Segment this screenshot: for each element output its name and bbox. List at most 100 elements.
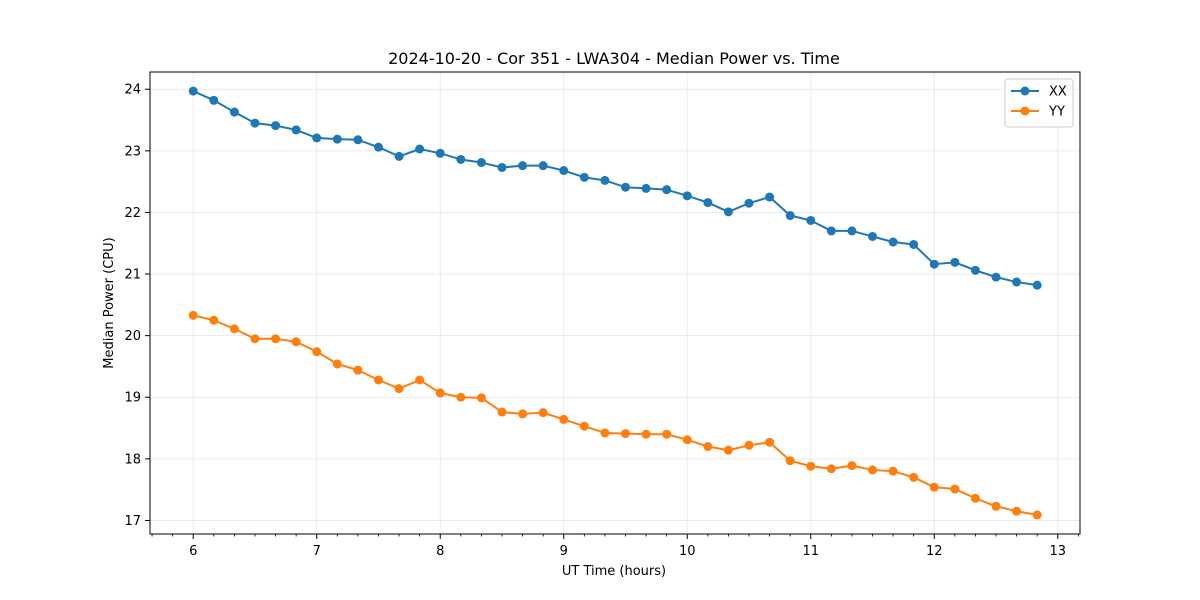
- data-point-xx: [785, 211, 795, 221]
- data-point-xx: [826, 226, 836, 236]
- data-point-yy: [765, 437, 775, 447]
- data-point-yy: [497, 407, 507, 417]
- y-tick-label: 23: [124, 144, 141, 159]
- data-point-yy: [271, 334, 281, 344]
- data-point-yy: [929, 482, 939, 492]
- data-point-yy: [373, 375, 383, 385]
- data-point-xx: [456, 154, 466, 164]
- data-point-yy: [662, 429, 672, 439]
- data-point-xx: [1012, 277, 1022, 287]
- legend-label-xx: XX: [1049, 85, 1067, 100]
- data-point-yy: [909, 472, 919, 482]
- data-point-xx: [209, 95, 219, 105]
- data-point-yy: [641, 429, 651, 439]
- data-point-xx: [682, 191, 692, 201]
- data-point-yy: [394, 384, 404, 394]
- data-point-xx: [662, 185, 672, 195]
- data-point-xx: [291, 125, 301, 135]
- data-point-xx: [744, 198, 754, 208]
- data-point-xx: [188, 86, 198, 96]
- data-point-xx: [394, 151, 404, 161]
- data-point-yy: [682, 435, 692, 445]
- data-point-xx: [250, 118, 260, 128]
- data-point-xx: [991, 272, 1001, 282]
- legend-marker-xx: [1020, 86, 1030, 96]
- data-point-yy: [250, 334, 260, 344]
- y-axis: 17 18 19 20 21 22 23 24: [124, 83, 150, 529]
- data-point-yy: [600, 428, 610, 438]
- series-layer: [188, 86, 1042, 520]
- data-point-xx: [229, 107, 239, 117]
- data-point-xx: [765, 192, 775, 202]
- x-tick-label: 8: [436, 544, 444, 559]
- data-point-xx: [332, 134, 342, 144]
- x-tick-label: 9: [560, 544, 568, 559]
- data-point-xx: [1032, 280, 1042, 290]
- data-point-yy: [456, 392, 466, 402]
- data-point-yy: [353, 365, 363, 375]
- data-point-yy: [291, 337, 301, 347]
- data-point-xx: [476, 158, 486, 168]
- data-point-yy: [785, 456, 795, 466]
- data-point-xx: [415, 144, 425, 154]
- legend: XX YY: [1004, 78, 1074, 128]
- data-point-yy: [847, 461, 857, 471]
- data-point-yy: [518, 409, 528, 419]
- data-point-xx: [970, 265, 980, 275]
- data-point-xx: [579, 172, 589, 182]
- data-point-xx: [373, 142, 383, 152]
- data-point-yy: [188, 310, 198, 320]
- data-point-yy: [970, 493, 980, 503]
- chart-title: 2024-10-20 - Cor 351 - LWA304 - Median P…: [388, 49, 840, 68]
- plot-area: [150, 72, 1080, 534]
- data-point-xx: [600, 175, 610, 185]
- y-tick-label: 17: [124, 514, 141, 529]
- data-point-yy: [868, 465, 878, 475]
- x-tick-label: 10: [679, 544, 696, 559]
- data-point-xx: [723, 207, 733, 217]
- x-tick-label: 12: [926, 544, 943, 559]
- data-point-yy: [744, 440, 754, 450]
- data-point-xx: [497, 162, 507, 172]
- data-point-yy: [579, 421, 589, 431]
- x-tick-label: 7: [313, 544, 321, 559]
- data-point-yy: [888, 466, 898, 476]
- data-point-xx: [641, 183, 651, 193]
- y-axis-label: Median Power (CPU): [102, 237, 117, 368]
- y-tick-label: 21: [124, 268, 141, 283]
- y-tick-label: 18: [124, 452, 141, 467]
- data-point-yy: [723, 445, 733, 455]
- x-tick-label: 6: [189, 544, 197, 559]
- data-point-yy: [826, 464, 836, 474]
- legend-label-yy: YY: [1048, 105, 1065, 120]
- data-point-yy: [209, 315, 219, 325]
- data-point-yy: [950, 484, 960, 494]
- x-axis: 6 7 8 9 10 11 12 13: [151, 534, 1079, 559]
- data-point-xx: [909, 239, 919, 249]
- data-point-yy: [991, 501, 1001, 511]
- data-point-xx: [559, 166, 569, 176]
- x-axis-label: UT Time (hours): [562, 564, 666, 579]
- data-point-yy: [703, 442, 713, 452]
- data-point-xx: [312, 133, 322, 143]
- data-point-xx: [806, 215, 816, 225]
- data-point-xx: [435, 148, 445, 158]
- data-point-yy: [229, 324, 239, 334]
- x-tick-label: 11: [802, 544, 819, 559]
- data-point-yy: [620, 429, 630, 439]
- data-point-yy: [1012, 506, 1022, 516]
- data-point-xx: [538, 161, 548, 171]
- y-tick-label: 20: [124, 329, 141, 344]
- data-point-yy: [415, 375, 425, 385]
- data-point-xx: [950, 257, 960, 267]
- data-point-yy: [1032, 510, 1042, 520]
- data-point-xx: [271, 121, 281, 131]
- data-point-xx: [703, 198, 713, 208]
- data-point-yy: [476, 393, 486, 403]
- data-point-xx: [868, 231, 878, 241]
- y-tick-label: 22: [124, 206, 141, 221]
- data-point-xx: [929, 259, 939, 269]
- data-point-yy: [538, 408, 548, 418]
- data-point-xx: [620, 182, 630, 192]
